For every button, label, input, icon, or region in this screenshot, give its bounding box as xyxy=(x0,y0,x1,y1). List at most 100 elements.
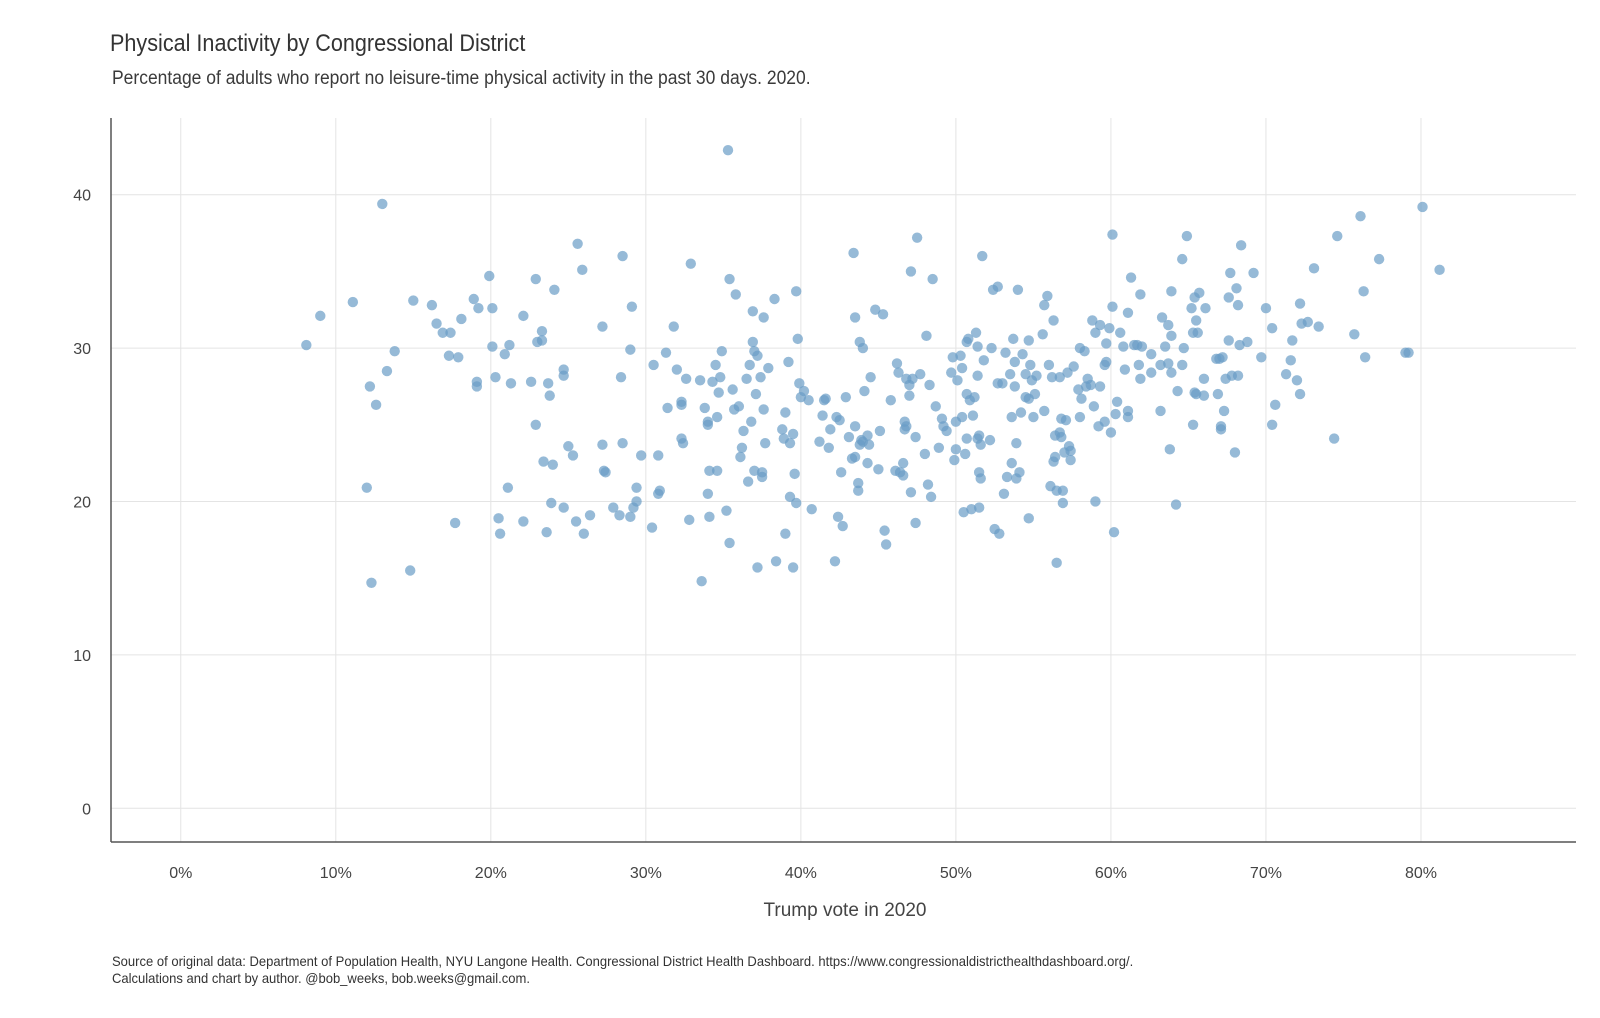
data-point xyxy=(615,372,627,383)
data-point xyxy=(1065,445,1076,457)
data-point xyxy=(1159,341,1171,352)
data-point xyxy=(760,437,771,449)
data-point xyxy=(684,514,695,526)
data-point xyxy=(806,503,817,515)
data-point xyxy=(710,359,721,371)
data-point xyxy=(907,373,918,384)
data-point xyxy=(1085,379,1096,391)
data-point xyxy=(597,439,608,450)
data-point xyxy=(1248,267,1259,279)
data-point xyxy=(825,424,836,435)
data-point xyxy=(660,347,672,358)
data-point xyxy=(1074,411,1086,423)
data-point xyxy=(1156,312,1168,323)
data-point xyxy=(961,433,972,444)
data-point xyxy=(862,457,873,469)
data-point xyxy=(963,333,974,345)
data-point xyxy=(922,479,934,490)
data-point xyxy=(505,378,517,389)
data-point xyxy=(696,576,707,587)
data-point xyxy=(1006,411,1017,423)
data-point xyxy=(848,247,859,259)
data-point xyxy=(1108,526,1120,538)
data-point xyxy=(1172,385,1183,397)
data-point xyxy=(646,522,658,533)
data-point xyxy=(949,454,960,466)
data-point xyxy=(1218,405,1230,417)
data-point xyxy=(487,303,498,314)
data-point xyxy=(1017,349,1028,360)
data-point xyxy=(829,556,841,567)
data-point xyxy=(617,437,628,449)
data-point xyxy=(1332,230,1343,242)
data-point xyxy=(756,467,768,478)
data-point xyxy=(662,402,673,414)
y-tick-label: 10 xyxy=(73,648,91,665)
data-point xyxy=(1434,264,1445,276)
data-point xyxy=(820,393,831,404)
data-point xyxy=(1166,286,1177,297)
data-point xyxy=(653,450,664,461)
data-point xyxy=(859,385,870,397)
data-point xyxy=(905,266,917,277)
data-point xyxy=(853,477,864,489)
data-point xyxy=(969,391,980,403)
data-point xyxy=(715,372,726,383)
data-point xyxy=(967,410,979,421)
data-point xyxy=(956,411,968,423)
data-point xyxy=(930,401,941,412)
data-point xyxy=(502,482,514,493)
data-point xyxy=(770,556,782,567)
data-point xyxy=(727,384,738,395)
data-point xyxy=(783,356,794,368)
data-point xyxy=(1057,485,1069,496)
data-point xyxy=(817,410,828,421)
data-point xyxy=(975,473,986,484)
data-point xyxy=(897,470,909,481)
data-point xyxy=(1111,396,1123,407)
data-point xyxy=(549,284,560,295)
data-point xyxy=(487,341,498,352)
data-point xyxy=(891,358,903,369)
x-tick-label: 50% xyxy=(940,865,972,882)
data-point xyxy=(578,528,590,539)
data-point xyxy=(1287,335,1298,346)
data-point xyxy=(787,428,799,440)
data-point xyxy=(1023,335,1034,346)
data-point xyxy=(654,485,665,496)
data-point xyxy=(1094,381,1106,392)
data-point xyxy=(625,511,636,523)
data-point xyxy=(525,376,537,388)
data-point xyxy=(835,467,847,478)
data-point xyxy=(668,321,679,332)
data-point xyxy=(685,258,696,269)
data-point xyxy=(724,273,735,285)
grid-lines xyxy=(111,118,1576,842)
data-point xyxy=(970,327,982,338)
x-tick-label: 60% xyxy=(1095,865,1127,882)
data-point xyxy=(834,414,845,426)
data-point xyxy=(1087,315,1098,326)
data-point xyxy=(1006,457,1017,469)
data-point xyxy=(547,459,559,470)
data-point xyxy=(702,488,714,500)
data-point xyxy=(1177,253,1188,265)
data-points xyxy=(301,145,1445,588)
data-point xyxy=(1358,286,1369,297)
data-point xyxy=(676,399,687,411)
data-point xyxy=(490,372,501,383)
data-point xyxy=(1049,451,1061,463)
data-point xyxy=(1009,381,1021,392)
data-point xyxy=(994,528,1005,539)
data-point xyxy=(1125,272,1137,283)
data-point xyxy=(443,350,455,361)
data-point xyxy=(473,303,484,314)
x-tick-label: 70% xyxy=(1250,865,1282,882)
data-point xyxy=(910,431,921,443)
data-point xyxy=(905,487,917,498)
data-point xyxy=(769,293,780,305)
data-point xyxy=(366,577,377,588)
data-point xyxy=(1037,329,1048,340)
data-point xyxy=(925,491,937,503)
